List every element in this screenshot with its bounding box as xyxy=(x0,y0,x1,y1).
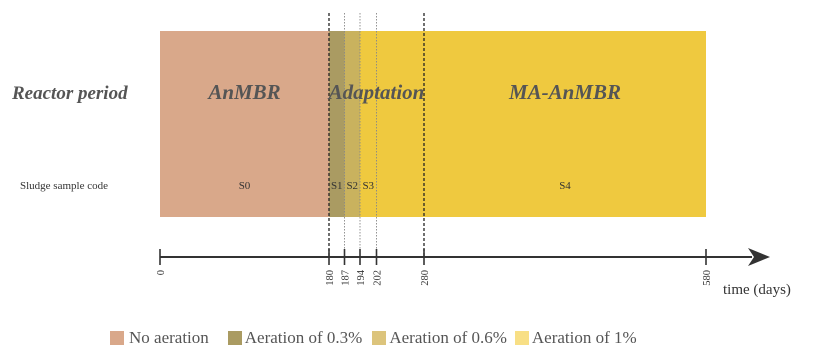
axis-ticks: 0 180 187 194 202 280 580 xyxy=(156,249,713,286)
axis-label: time (days) xyxy=(723,282,791,298)
aeration-band-aeration-of-1 xyxy=(360,31,706,217)
time-axis: 0 180 187 194 202 280 580 xyxy=(156,248,770,286)
tick-label-580: 580 xyxy=(702,270,713,286)
sample-labels: S0 S1 S2 S3 S4 xyxy=(239,180,572,192)
period-labels: AnMBR Adaptation MA-AnMBR xyxy=(206,80,621,104)
tick-label-202: 202 xyxy=(373,270,384,286)
legend-item-aeration-0-6: Aeration of 0.6% xyxy=(372,328,507,348)
sludge-sample-code-label: Sludge sample code xyxy=(20,180,108,192)
period-label-adaptation: Adaptation xyxy=(327,80,425,104)
legend-label: No aeration xyxy=(129,328,209,347)
sample-label-s2: S2 xyxy=(346,180,358,192)
dashed-markers xyxy=(328,13,425,257)
tick-label-280: 280 xyxy=(420,270,431,286)
legend-item-aeration-1: Aeration of 1% xyxy=(514,328,637,348)
legend: No aeration Aeration of 0.3% Aeration of… xyxy=(110,328,637,348)
legend-swatch xyxy=(514,331,529,345)
sample-label-s1: S1 xyxy=(331,180,343,192)
tick-label-180: 180 xyxy=(325,270,336,286)
legend-label: Aeration of 1% xyxy=(531,328,637,347)
reactor-period-label: Reactor period xyxy=(11,83,128,104)
legend-swatch xyxy=(227,331,242,345)
legend-swatch xyxy=(110,331,124,345)
legend-item-no-aeration: No aeration xyxy=(110,328,209,348)
aeration-band-aeration-of-0-3 xyxy=(329,31,345,217)
aeration-band-no-aeration xyxy=(160,31,329,217)
tick-label-194: 194 xyxy=(356,269,367,286)
aeration-band-aeration-of-0-6 xyxy=(344,31,360,217)
sample-label-s0: S0 xyxy=(239,180,251,192)
sample-label-s3: S3 xyxy=(362,180,374,192)
axis-arrowhead xyxy=(748,248,770,266)
tick-label-0: 0 xyxy=(156,270,167,275)
legend-label: Aeration of 0.3% xyxy=(244,328,363,347)
tick-label-187: 187 xyxy=(341,270,352,286)
sample-label-s4: S4 xyxy=(559,180,571,192)
legend-swatch xyxy=(372,331,387,345)
period-label-anmbr: AnMBR xyxy=(206,80,280,104)
period-label-ma-anmbr: MA-AnMBR xyxy=(508,80,621,104)
legend-item-aeration-0-3: Aeration of 0.3% xyxy=(227,328,363,348)
legend-label: Aeration of 0.6% xyxy=(389,328,507,347)
aeration-bands xyxy=(160,31,706,217)
